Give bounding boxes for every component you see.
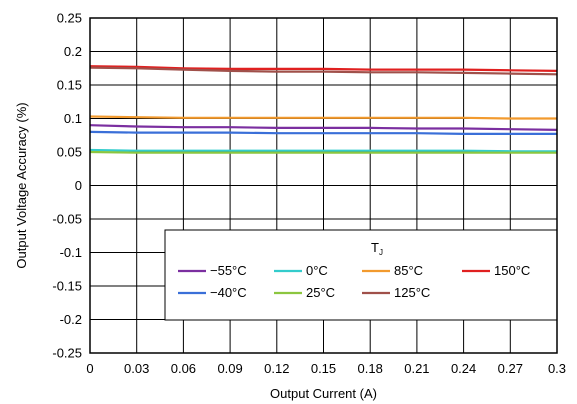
x-axis-label: Output Current (A) — [270, 386, 377, 401]
legend-item: −55°C — [178, 263, 247, 278]
legend-item: 150°C — [462, 263, 530, 278]
x-tick-label: 0.15 — [311, 361, 336, 376]
legend-item: −40°C — [178, 285, 247, 300]
x-tick-label: 0.03 — [124, 361, 149, 376]
legend-label: 25°C — [306, 285, 335, 300]
legend-box — [164, 229, 558, 321]
x-tick-label: 0.09 — [217, 361, 242, 376]
y-tick-label: -0.25 — [52, 346, 82, 361]
y-tick-label: -0.2 — [60, 312, 82, 327]
x-tick-label: 0.12 — [264, 361, 289, 376]
y-tick-label: 0 — [75, 178, 82, 193]
y-tick-label: 0.15 — [57, 78, 82, 93]
x-tick-label: 0.3 — [548, 361, 566, 376]
plot-frame — [89, 17, 558, 354]
y-tick-label: 0.05 — [57, 145, 82, 160]
legend-label: −40°C — [210, 285, 247, 300]
y-tick-label: -0.05 — [52, 212, 82, 227]
x-tick-label: 0.21 — [404, 361, 429, 376]
series-line — [89, 66, 558, 76]
legend: TJ −55°C 0°C 85°C 150°C −40°C 25°C 125°C — [164, 229, 558, 321]
legend-item: 25°C — [274, 285, 335, 300]
legend-item: 85°C — [362, 263, 423, 278]
legend-label: 125°C — [394, 285, 430, 300]
x-tick-label: 0 — [86, 361, 93, 376]
x-tick-label: 0.24 — [451, 361, 476, 376]
y-tick-label: 0.2 — [64, 44, 82, 59]
y-tick-label: -0.1 — [60, 245, 82, 260]
series-line — [89, 115, 557, 120]
y-tick-label: 0.25 — [57, 11, 82, 26]
legend-label: 150°C — [494, 263, 530, 278]
x-tick-label: 0.18 — [358, 361, 383, 376]
series-lines — [89, 65, 558, 154]
legend-title-sub: J — [379, 248, 383, 257]
legend-title: TJ — [371, 240, 383, 257]
series-line — [89, 150, 557, 154]
x-tick-label: 0.27 — [498, 361, 523, 376]
y-tick-label: -0.15 — [52, 279, 82, 294]
legend-label: 0°C — [306, 263, 328, 278]
y-axis-label: Output Voltage Accuracy (%) — [14, 102, 29, 268]
legend-label: −55°C — [210, 263, 247, 278]
tick-labels: 0 0.03 0.06 0.09 0.12 0.15 0.18 0.21 0.24 0.27 0.3… — [52, 11, 566, 377]
legend-title-main: T — [371, 240, 379, 255]
series-line — [89, 130, 557, 135]
series-line — [89, 65, 558, 72]
x-tick-label: 0.06 — [171, 361, 196, 376]
legend-label: 85°C — [394, 263, 423, 278]
y-tick-label: 0.1 — [64, 111, 82, 126]
legend-item: 125°C — [362, 285, 430, 300]
legend-item: 0°C — [274, 263, 328, 278]
series-line — [89, 148, 557, 153]
series-line — [89, 124, 558, 131]
